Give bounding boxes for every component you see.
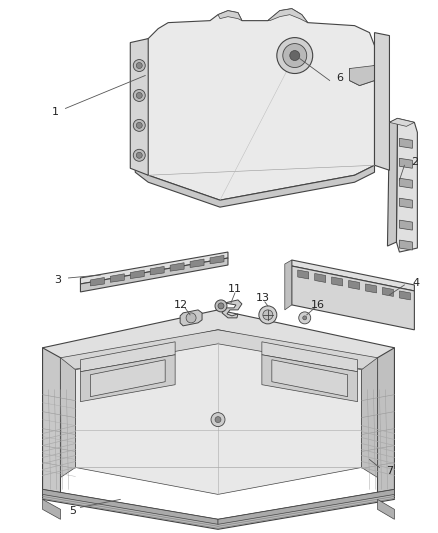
Polygon shape — [130, 270, 144, 279]
Polygon shape — [190, 259, 204, 268]
Text: 1: 1 — [52, 108, 59, 117]
Circle shape — [133, 119, 145, 131]
Circle shape — [136, 152, 142, 158]
Polygon shape — [361, 358, 378, 478]
Polygon shape — [399, 240, 413, 250]
Circle shape — [133, 149, 145, 161]
Circle shape — [186, 313, 196, 323]
Polygon shape — [298, 270, 309, 279]
Polygon shape — [81, 342, 175, 372]
Text: 16: 16 — [311, 300, 325, 310]
Polygon shape — [388, 118, 397, 246]
Polygon shape — [378, 499, 395, 519]
Polygon shape — [42, 489, 218, 524]
Circle shape — [290, 51, 300, 61]
Circle shape — [259, 306, 277, 324]
Polygon shape — [262, 355, 357, 402]
Polygon shape — [396, 118, 417, 252]
Polygon shape — [90, 360, 165, 397]
Polygon shape — [399, 139, 413, 148]
Polygon shape — [382, 287, 393, 296]
Polygon shape — [81, 355, 175, 402]
Text: 5: 5 — [69, 506, 76, 516]
Polygon shape — [180, 310, 202, 326]
Circle shape — [136, 92, 142, 99]
Text: 3: 3 — [54, 275, 61, 285]
Polygon shape — [81, 258, 228, 292]
Circle shape — [215, 300, 227, 312]
Polygon shape — [399, 220, 413, 230]
Circle shape — [215, 417, 221, 423]
Text: 6: 6 — [336, 74, 343, 84]
Polygon shape — [292, 260, 414, 291]
Circle shape — [303, 316, 307, 320]
Text: 2: 2 — [411, 157, 418, 167]
Polygon shape — [218, 11, 242, 21]
Polygon shape — [268, 9, 308, 22]
Polygon shape — [42, 499, 60, 519]
Polygon shape — [314, 273, 326, 282]
Polygon shape — [399, 291, 410, 300]
Circle shape — [283, 44, 307, 68]
Polygon shape — [60, 358, 75, 478]
Circle shape — [136, 123, 142, 128]
Polygon shape — [42, 489, 395, 529]
Polygon shape — [285, 260, 292, 310]
Polygon shape — [292, 266, 414, 330]
Polygon shape — [349, 280, 360, 289]
Circle shape — [133, 60, 145, 71]
Polygon shape — [42, 310, 395, 368]
Text: 7: 7 — [386, 466, 393, 477]
Polygon shape — [374, 33, 389, 170]
Polygon shape — [81, 252, 228, 284]
Polygon shape — [60, 330, 378, 372]
Polygon shape — [130, 38, 148, 175]
Polygon shape — [272, 360, 348, 397]
Circle shape — [136, 62, 142, 69]
Polygon shape — [135, 165, 374, 207]
Circle shape — [211, 413, 225, 426]
Circle shape — [133, 90, 145, 101]
Text: 4: 4 — [413, 278, 420, 288]
Text: 12: 12 — [174, 300, 188, 310]
Polygon shape — [332, 277, 343, 286]
Circle shape — [277, 38, 313, 74]
Polygon shape — [399, 158, 413, 168]
Polygon shape — [218, 489, 395, 524]
Polygon shape — [378, 348, 395, 499]
Polygon shape — [399, 198, 413, 208]
Text: 11: 11 — [228, 284, 242, 294]
Polygon shape — [135, 9, 374, 200]
Polygon shape — [75, 342, 361, 495]
Circle shape — [218, 303, 224, 309]
Text: 13: 13 — [256, 293, 270, 303]
Polygon shape — [110, 274, 124, 282]
Polygon shape — [42, 348, 60, 499]
Circle shape — [263, 310, 273, 320]
Polygon shape — [366, 284, 377, 293]
Polygon shape — [222, 300, 242, 318]
Polygon shape — [399, 178, 413, 188]
Circle shape — [299, 312, 311, 324]
Polygon shape — [262, 342, 357, 372]
Polygon shape — [170, 263, 184, 271]
Polygon shape — [90, 278, 104, 286]
Polygon shape — [350, 66, 374, 85]
Polygon shape — [210, 255, 224, 264]
Polygon shape — [389, 118, 414, 126]
Polygon shape — [150, 266, 164, 275]
